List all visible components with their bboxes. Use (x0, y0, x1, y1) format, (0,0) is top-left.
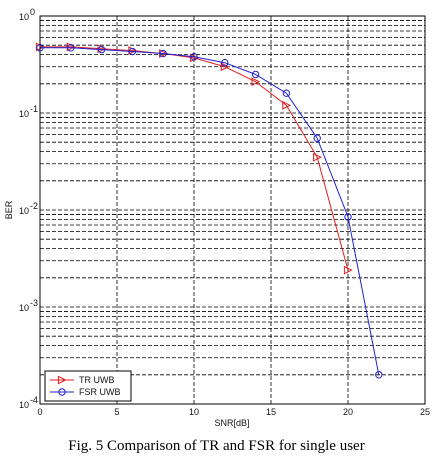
y-tick-exponent: -1 (30, 104, 38, 114)
y-tick-exponent: -2 (30, 201, 38, 211)
data-point-fsr-uwb (67, 44, 75, 52)
legend-box (44, 370, 132, 402)
data-point-tr-uwb (343, 265, 353, 275)
legend-label-fsr-uwb: FSR UWB (79, 387, 121, 397)
grid-lines (40, 16, 425, 404)
series-line-fsr-uwb (40, 47, 380, 375)
data-point-tr-uwb (220, 62, 230, 72)
series-line-tr-uwb (40, 46, 349, 271)
y-tick-base: 10 (19, 206, 29, 216)
data-point-fsr-uwb (251, 70, 260, 79)
figure-caption: Fig. 5 Comparison of TR and FSR for sing… (68, 438, 365, 454)
x-tick-labels: 0 5 10 15 20 25 (37, 407, 430, 417)
y-tick-base: 10 (19, 109, 29, 119)
x-tick-label: 25 (420, 407, 430, 417)
data-point-fsr-uwb (313, 134, 321, 142)
legend-item-fsr-uwb: FSR UWB (50, 387, 121, 397)
y-tick-label: 10 -3 (19, 298, 38, 313)
data-point-fsr-uwb (221, 59, 229, 67)
data-point-fsr-uwb (97, 45, 106, 54)
legend: TR UWB FSR UWB (44, 370, 132, 402)
data-point-fsr-uwb (344, 213, 352, 221)
data-point-fsr-uwb (282, 89, 291, 97)
series-fsr-uwb (36, 44, 383, 379)
y-tick-exponent: -3 (30, 298, 38, 308)
data-point-tr-uwb (313, 152, 322, 162)
x-tick-label: 0 (37, 407, 42, 417)
x-tick-label: 5 (114, 407, 119, 417)
data-point-tr-uwb (282, 100, 292, 110)
y-tick-base: 10 (19, 400, 29, 410)
data-point-fsr-uwb (375, 371, 383, 379)
data-point-fsr-uwb (159, 49, 167, 58)
y-tick-exponent: 0 (30, 7, 35, 17)
y-tick-label: 10 -4 (19, 395, 38, 410)
legend-item-tr-uwb: TR UWB (50, 375, 115, 385)
x-tick-label: 15 (266, 407, 276, 417)
y-tick-label: 10 0 (19, 7, 35, 22)
y-axis-label: BER (4, 200, 14, 219)
y-tick-exponent: -4 (30, 395, 38, 405)
data-point-fsr-uwb (190, 53, 198, 61)
data-point-tr-uwb (251, 77, 261, 87)
y-tick-label: 10 -1 (19, 104, 38, 119)
y-tick-base: 10 (19, 303, 29, 313)
data-point-tr-uwb (66, 42, 76, 52)
x-tick-label: 20 (343, 407, 353, 417)
y-tick-base: 10 (19, 12, 29, 22)
x-tick-label: 10 (189, 407, 199, 417)
legend-marker-fsr-uwb (58, 388, 66, 396)
plot-frame (39, 15, 426, 405)
legend-label-tr-uwb: TR UWB (79, 375, 115, 385)
x-axis-label: SNR[dB] (214, 418, 249, 428)
data-point-fsr-uwb (128, 47, 137, 56)
y-tick-label: 10 -2 (19, 201, 38, 216)
legend-marker-tr-uwb (57, 375, 67, 385)
